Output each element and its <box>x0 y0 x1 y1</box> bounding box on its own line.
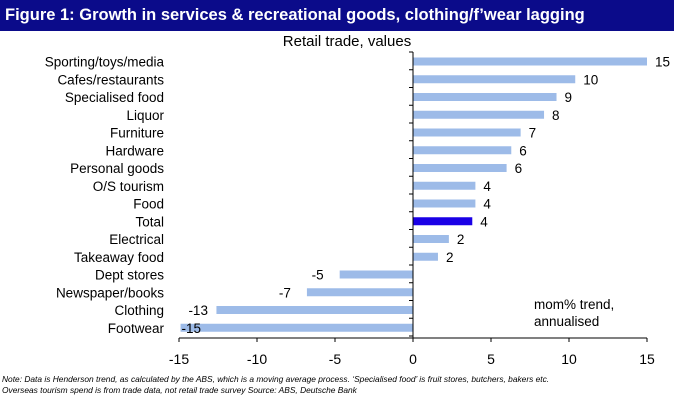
labels-group: Sporting/toys/media 15 Cafes/restaurants 10… <box>45 55 670 336</box>
chart-title: Retail trade, values <box>282 33 412 50</box>
value-label-electrical: 2 <box>457 232 465 247</box>
category-label-liquor: Liquor <box>126 108 164 123</box>
bar-dept-stores <box>339 270 413 279</box>
bar-specialised-food <box>413 93 557 101</box>
bar-clothing <box>216 306 413 314</box>
value-label-sporting-toys-media: 15 <box>655 55 670 70</box>
axes-group: -15 -10 -5 0 5 10 15 <box>169 51 655 367</box>
value-label-clothing: -13 <box>188 303 208 318</box>
bar-takeaway-food <box>413 252 438 261</box>
footnote-line-1: Note: Data is Henderson trend, as calcul… <box>2 374 550 384</box>
x-tick-label: 10 <box>561 351 577 367</box>
x-tick-label: 15 <box>639 351 655 367</box>
annotation-line-2: annualised <box>534 314 600 329</box>
x-tick-label: -15 <box>169 351 189 367</box>
value-label-personal-goods: 6 <box>515 161 523 176</box>
value-label-o-s-tourism: 4 <box>483 179 491 194</box>
bar-food <box>413 199 476 208</box>
x-tick-label: -10 <box>247 351 267 367</box>
bar-liquor <box>413 110 545 119</box>
bar-hardware <box>413 146 512 155</box>
category-label-electrical: Electrical <box>109 232 164 247</box>
bar-chart: -15 -10 -5 0 5 10 15 Sporting/toys/media 15 Cafe… <box>45 51 670 367</box>
category-label-personal-goods: Personal goods <box>70 161 164 176</box>
category-label-specialised-food: Specialised food <box>65 90 164 105</box>
value-label-furniture: 7 <box>529 126 537 141</box>
value-label-footwear: -15 <box>182 321 202 336</box>
bar-furniture <box>413 128 521 137</box>
bar-o-s-tourism <box>413 181 476 190</box>
annotation-line-1: mom% trend, <box>534 297 615 312</box>
footnote-line-2: Overseas tourism spend is from trade dat… <box>2 385 357 395</box>
chart-annotation: mom% trend, annualised <box>534 296 664 330</box>
category-label-food: Food <box>133 197 164 212</box>
value-label-liquor: 8 <box>552 108 560 123</box>
category-label-o-s-tourism: O/S tourism <box>93 179 164 194</box>
value-label-specialised-food: 9 <box>565 90 573 105</box>
category-label-total: Total <box>135 214 164 229</box>
footnote: Note: Data is Henderson trend, as calcul… <box>2 374 674 396</box>
category-label-hardware: Hardware <box>105 143 164 158</box>
bar-newspaper-books <box>306 288 413 297</box>
x-tick-label: 5 <box>487 351 495 367</box>
bar-total <box>413 217 473 226</box>
bar-cafes-restaurants <box>413 75 576 84</box>
value-label-total: 4 <box>480 214 488 229</box>
category-label-takeaway-food: Takeaway food <box>74 250 164 265</box>
x-tick-label: -5 <box>329 351 342 367</box>
category-label-footwear: Footwear <box>108 321 165 336</box>
category-label-cafes-restaurants: Cafes/restaurants <box>57 72 164 87</box>
x-tick-label: 0 <box>409 351 417 367</box>
value-label-cafes-restaurants: 10 <box>583 72 598 87</box>
value-label-hardware: 6 <box>519 143 527 158</box>
bar-sporting-toys-media <box>413 57 647 66</box>
value-label-newspaper-books: -7 <box>279 285 291 300</box>
bars-group <box>180 57 647 332</box>
bar-electrical <box>413 235 449 243</box>
category-label-dept-stores: Dept stores <box>95 268 164 283</box>
category-label-newspaper-books: Newspaper/books <box>56 285 164 300</box>
bar-footwear <box>180 323 413 332</box>
value-label-takeaway-food: 2 <box>446 250 454 265</box>
category-label-sporting-toys-media: Sporting/toys/media <box>45 55 165 70</box>
figure-title: Figure 1: Growth in services & recreatio… <box>0 0 674 31</box>
bar-personal-goods <box>413 164 507 172</box>
value-label-dept-stores: -5 <box>312 268 324 283</box>
category-label-furniture: Furniture <box>110 126 164 141</box>
value-label-food: 4 <box>483 197 491 212</box>
category-label-clothing: Clothing <box>114 303 164 318</box>
